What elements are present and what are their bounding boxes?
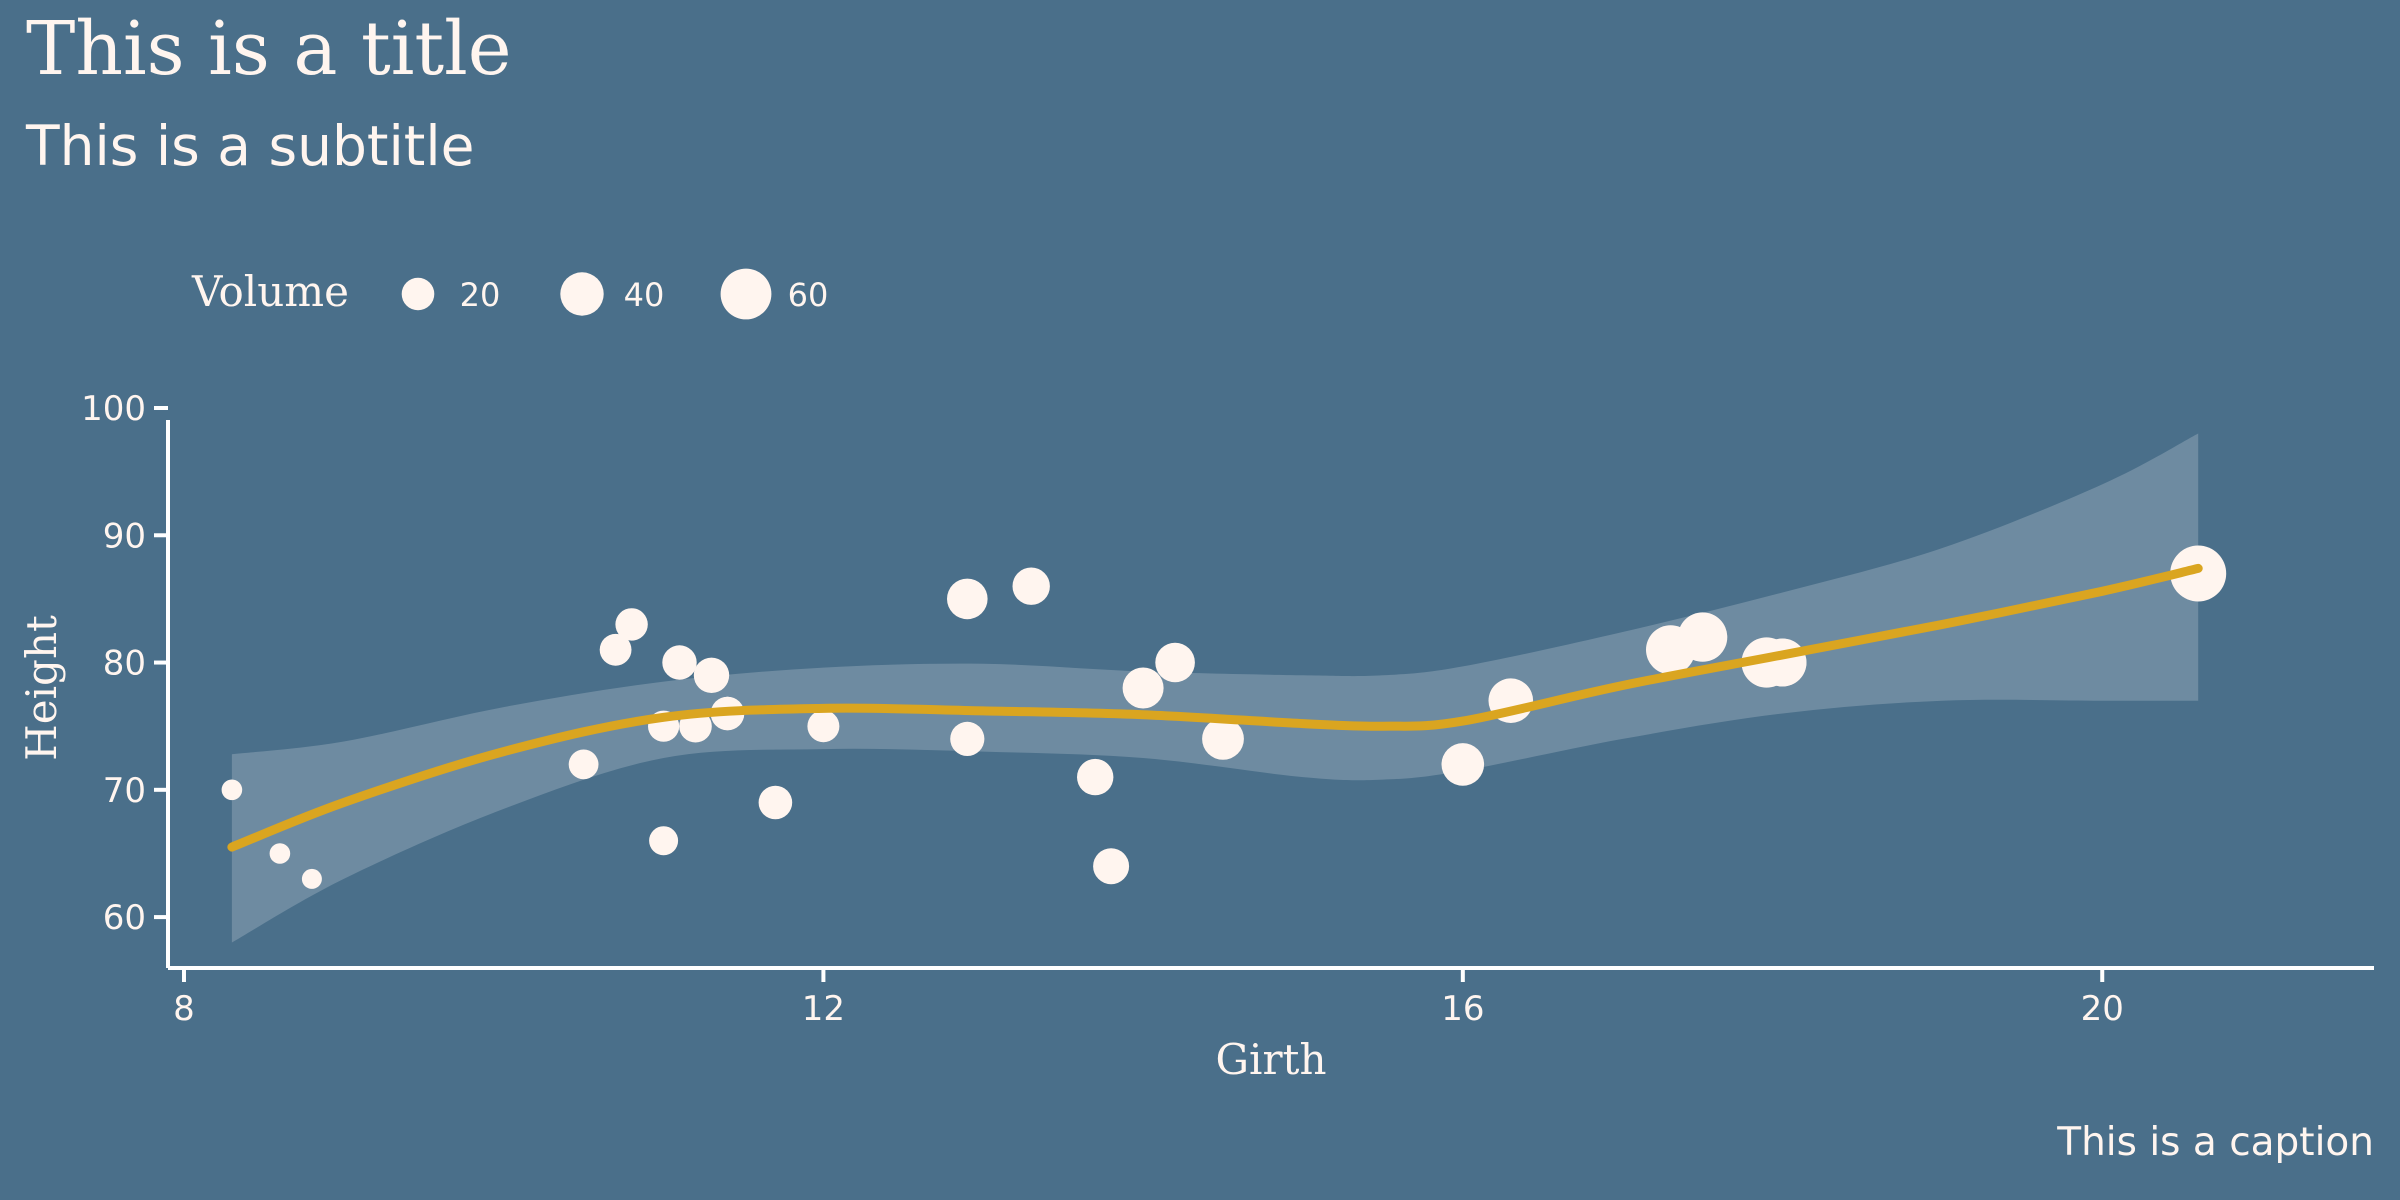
data-point xyxy=(807,710,840,743)
data-point xyxy=(2170,545,2227,602)
y-tick-label: 80 xyxy=(103,644,146,684)
data-point xyxy=(1077,758,1114,796)
data-point xyxy=(568,749,599,780)
x-axis-title: Girth xyxy=(1216,1035,1327,1084)
x-tick-label: 20 xyxy=(2081,989,2124,1029)
legend: Volume 20 40 60 xyxy=(191,267,829,320)
legend-label: 40 xyxy=(624,276,665,314)
legend-key xyxy=(401,277,435,311)
data-point xyxy=(950,721,985,757)
data-point xyxy=(947,578,988,620)
legend-label: 60 xyxy=(788,276,829,314)
y-tick-label: 70 xyxy=(103,771,146,811)
data-point xyxy=(758,785,793,820)
data-point xyxy=(599,633,632,666)
x-tick-label: 12 xyxy=(802,989,845,1029)
chart-title: This is a title xyxy=(26,6,512,92)
y-tick-label: 100 xyxy=(81,389,146,429)
chart-subtitle: This is a subtitle xyxy=(26,114,475,178)
chart-caption: This is a caption xyxy=(2057,1120,2374,1165)
data-point xyxy=(1202,718,1244,760)
legend-key xyxy=(560,272,604,316)
x-tick-label: 16 xyxy=(1441,989,1484,1029)
data-point xyxy=(1677,612,1728,662)
y-tick-label: 90 xyxy=(103,516,146,556)
y-tick-label: 60 xyxy=(103,898,146,938)
data-point xyxy=(649,826,679,856)
x-tick-label: 8 xyxy=(173,989,195,1029)
data-point xyxy=(221,779,243,801)
confidence-band xyxy=(231,433,2199,943)
legend-label: 20 xyxy=(460,276,501,314)
data-point xyxy=(1093,848,1130,885)
data-point xyxy=(269,843,291,864)
data-point xyxy=(1441,743,1485,786)
legend-title: Volume xyxy=(191,267,349,316)
data-point xyxy=(662,645,697,680)
data-point xyxy=(1155,642,1195,683)
data-point xyxy=(1122,667,1164,709)
legend-key xyxy=(720,268,772,320)
y-axis-title: Height xyxy=(17,615,66,761)
smooth-line xyxy=(227,563,2203,852)
data-point xyxy=(693,657,730,693)
data-point xyxy=(301,868,322,889)
data-point xyxy=(615,608,648,641)
data-point xyxy=(1012,567,1050,605)
